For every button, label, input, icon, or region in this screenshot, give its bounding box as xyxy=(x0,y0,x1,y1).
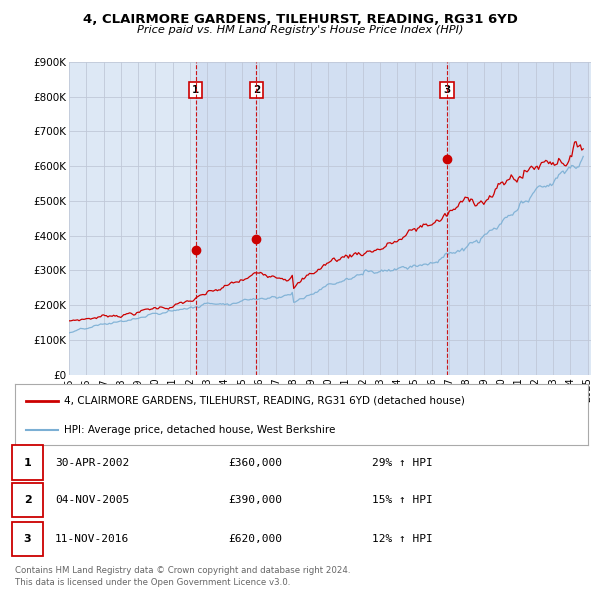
Text: 1: 1 xyxy=(24,458,31,467)
Text: £620,000: £620,000 xyxy=(228,535,282,544)
Bar xyxy=(447,62,587,375)
Text: £390,000: £390,000 xyxy=(228,496,282,505)
Text: Price paid vs. HM Land Registry's House Price Index (HPI): Price paid vs. HM Land Registry's House … xyxy=(137,25,463,35)
Text: 2: 2 xyxy=(24,496,31,505)
Bar xyxy=(196,62,256,375)
Bar xyxy=(256,62,447,375)
Text: 2: 2 xyxy=(253,85,260,95)
Text: 1: 1 xyxy=(192,85,199,95)
Text: 30-APR-2002: 30-APR-2002 xyxy=(55,458,130,467)
Text: 11-NOV-2016: 11-NOV-2016 xyxy=(55,535,130,544)
Text: 3: 3 xyxy=(24,535,31,544)
Text: 4, CLAIRMORE GARDENS, TILEHURST, READING, RG31 6YD (detached house): 4, CLAIRMORE GARDENS, TILEHURST, READING… xyxy=(64,396,464,406)
Text: 12% ↑ HPI: 12% ↑ HPI xyxy=(372,535,433,544)
Text: 4, CLAIRMORE GARDENS, TILEHURST, READING, RG31 6YD: 4, CLAIRMORE GARDENS, TILEHURST, READING… xyxy=(83,13,517,26)
Text: 29% ↑ HPI: 29% ↑ HPI xyxy=(372,458,433,467)
Text: 3: 3 xyxy=(443,85,451,95)
Text: £360,000: £360,000 xyxy=(228,458,282,467)
Text: HPI: Average price, detached house, West Berkshire: HPI: Average price, detached house, West… xyxy=(64,425,335,435)
Text: 15% ↑ HPI: 15% ↑ HPI xyxy=(372,496,433,505)
Text: 04-NOV-2005: 04-NOV-2005 xyxy=(55,496,130,505)
Text: Contains HM Land Registry data © Crown copyright and database right 2024.
This d: Contains HM Land Registry data © Crown c… xyxy=(15,566,350,587)
